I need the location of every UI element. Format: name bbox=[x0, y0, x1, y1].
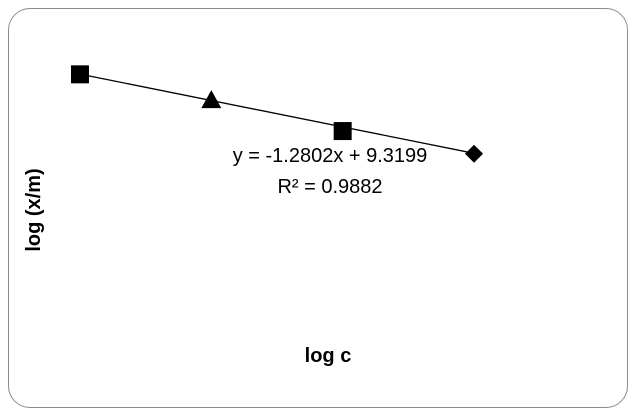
data-point-square-1 bbox=[70, 65, 89, 84]
trendline bbox=[79, 73, 475, 154]
trendline-layer bbox=[79, 73, 475, 154]
x-axis-label: log c bbox=[305, 345, 352, 367]
trendline-equation: y = -1.2802x + 9.3199 bbox=[233, 145, 428, 167]
data-point-square-3 bbox=[333, 122, 352, 141]
r-squared-label: R² = 0.9882 bbox=[277, 176, 382, 198]
marker-layer bbox=[70, 65, 484, 163]
data-point-triangle-2 bbox=[201, 90, 222, 109]
chart-frame bbox=[8, 8, 628, 408]
data-point-diamond-4 bbox=[465, 144, 484, 163]
y-axis-label: log (x/m) bbox=[23, 168, 45, 251]
